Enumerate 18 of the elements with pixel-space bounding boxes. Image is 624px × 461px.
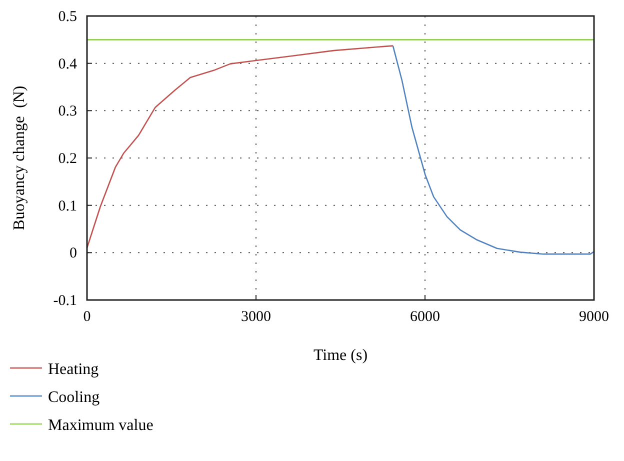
line-series [86,45,394,249]
x-axis-title: Time (s) [313,347,368,364]
y-tick-label: -0.1 [53,293,77,309]
x-tick-label: 6000 [410,309,440,325]
y-tick-label: 0 [70,246,77,262]
legend-label: Maximum value [48,417,154,434]
y-tick-label: 0.3 [58,104,77,120]
legend-label: Heating [48,361,99,378]
y-tick-label: 0.2 [58,151,77,167]
y-axis-title: Buoyancy change (N) [11,86,28,230]
y-tick-label: 0.1 [58,198,77,214]
x-tick-label: 9000 [579,309,609,325]
x-tick-label: 3000 [241,309,271,325]
y-tick-label: 0.4 [58,56,78,72]
line-series [392,45,595,255]
x-tick-label: 0 [83,309,91,325]
y-tick-label: 0.5 [58,9,77,25]
legend-label: Cooling [48,389,100,406]
